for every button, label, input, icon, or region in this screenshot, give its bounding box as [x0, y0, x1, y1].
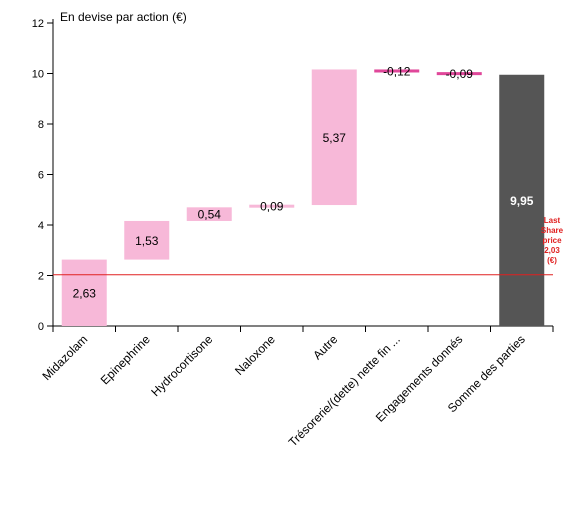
y-tick-label: 8	[38, 119, 44, 131]
bar	[186, 207, 232, 221]
reference-line-label-line: Last	[544, 216, 561, 225]
bar	[311, 69, 357, 206]
bar	[436, 72, 482, 76]
reference-line-label-line: Share	[541, 226, 564, 235]
y-tick-label: 2	[38, 271, 44, 283]
bar	[124, 220, 170, 260]
x-tick-label: Epinephrine	[98, 332, 153, 387]
bar-labels: 2,63 1,53 0,54 0,09 5,37 -0,12 -0,09 9,95	[73, 64, 534, 300]
y-tick-label: 12	[32, 18, 44, 30]
y-tick-label: 6	[38, 170, 44, 182]
x-tick-label: Autre	[310, 332, 340, 362]
y-axis: 0 2 4 6 8 10 12	[32, 18, 54, 333]
bar-value-label: 0,54	[198, 208, 222, 222]
chart-title: En devise par action (€)	[60, 10, 187, 24]
bar	[374, 69, 420, 73]
bar-value-label: -0,09	[446, 67, 474, 81]
bar	[499, 74, 545, 326]
reference-line-group: Last Share price 2,03 (€)	[53, 216, 564, 276]
bar-value-label: 0,09	[260, 200, 284, 214]
bar-value-label: 2,63	[73, 286, 97, 300]
bar	[61, 259, 107, 326]
x-tick-label: Midazolam	[39, 332, 90, 383]
bar-value-label: 5,37	[323, 131, 347, 145]
x-tick-label: Naloxone	[232, 332, 278, 378]
y-tick-label: 4	[38, 220, 44, 232]
bar-value-label: 9,95	[510, 194, 534, 208]
bars	[61, 69, 545, 326]
x-tick-label: Trésorerie/(dette) nette fin ...	[286, 332, 403, 449]
reference-line-label-line: 2,03	[544, 246, 560, 255]
x-tick-label: Hydrocortisone	[148, 332, 215, 399]
bar	[249, 204, 295, 208]
reference-line-label-line: price	[542, 236, 562, 245]
y-tick-label: 10	[32, 69, 44, 81]
bar-value-label: 1,53	[135, 234, 159, 248]
reference-line-label: Last Share price 2,03 (€)	[541, 216, 564, 265]
reference-line-label-line: (€)	[547, 256, 557, 265]
bar-value-label: -0,12	[383, 64, 411, 78]
y-tick-label: 0	[38, 321, 44, 333]
